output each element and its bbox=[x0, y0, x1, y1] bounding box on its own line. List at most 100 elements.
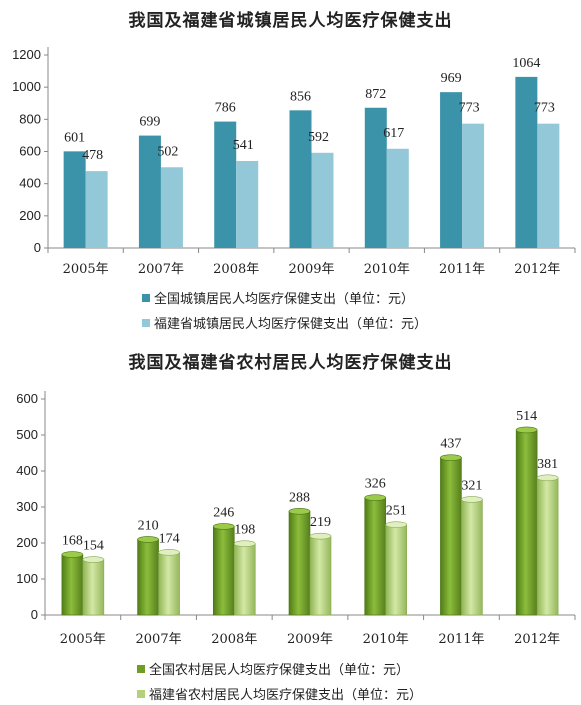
chart1-legend-item-2: 福建省城镇居民人均医疗保健支出（单位：元） bbox=[142, 313, 427, 332]
chart2-ytick-label: 500 bbox=[16, 427, 38, 442]
chart1-bar-s2-3 bbox=[236, 160, 259, 248]
chart2-data-label-s2-4: 219 bbox=[310, 515, 331, 530]
chart2-legend-item-1: 全国农村居民人均医疗保健支出（单位：元） bbox=[137, 659, 409, 678]
chart2-bar-top-s2-6 bbox=[461, 496, 483, 503]
chart2-bar-s2-4 bbox=[309, 535, 332, 616]
chart2-bar-s2-3 bbox=[233, 543, 256, 616]
chart2-data-label-s1-1: 168 bbox=[62, 534, 83, 549]
chart1-data-label-s1-2: 699 bbox=[139, 115, 160, 130]
chart1-plot: 0 200 400 600 800 1000 1200 2005年 2007年 2008年 2009… bbox=[12, 47, 576, 277]
chart2-xtick-label: 2007年 bbox=[136, 632, 182, 647]
chart1-data-label-s2-7: 773 bbox=[534, 101, 555, 116]
chart2-ytick-label: 100 bbox=[16, 571, 38, 586]
chart2-data-label-s2-5: 251 bbox=[386, 504, 407, 519]
chart2-bar-s2-5 bbox=[385, 524, 408, 616]
chart1-xtick-label: 2012年 bbox=[514, 262, 560, 277]
chart1-data-label-s1-6: 969 bbox=[441, 71, 462, 86]
chart2-legend-swatch-1 bbox=[137, 664, 145, 673]
chart2-bar-top-s1-4 bbox=[288, 508, 311, 515]
chart2-bar-top-s1-7 bbox=[515, 426, 538, 434]
chart2-bar-s2-1 bbox=[82, 559, 105, 616]
chart1-bar-s1-2 bbox=[138, 135, 161, 248]
chart2-data-label-s2-1: 154 bbox=[83, 539, 104, 554]
chart2-ytick-label: 600 bbox=[16, 391, 38, 406]
chart1-ytick-label: 600 bbox=[19, 144, 41, 159]
chart1-xtick-label: 2009年 bbox=[288, 262, 334, 277]
chart2-legend-swatch-2 bbox=[137, 689, 145, 698]
chart1-data-label-s1-3: 786 bbox=[215, 101, 236, 116]
chart1-bar-s2-7 bbox=[537, 123, 560, 248]
chart2-bar-s2-7 bbox=[536, 477, 559, 616]
chart2-ytick-label: 400 bbox=[16, 463, 38, 478]
chart2-bar-top-s1-3 bbox=[212, 523, 235, 530]
chart1-data-label-s2-6: 773 bbox=[459, 101, 480, 116]
chart1-ytick-label: 1000 bbox=[12, 79, 41, 94]
chart2-legend-label-1: 全国农村居民人均医疗保健支出（单位：元） bbox=[149, 663, 410, 678]
chart1-data-label-s1-7: 1064 bbox=[512, 56, 540, 71]
chart2-data-label-s2-7: 381 bbox=[537, 457, 558, 472]
chart1-xtick-label: 2010年 bbox=[364, 262, 410, 277]
chart2-xtick-label: 2010年 bbox=[363, 632, 409, 647]
chart1-bar-s2-4 bbox=[311, 152, 334, 248]
chart1-bar-s2-6 bbox=[462, 123, 485, 248]
chart1-ytick-label: 200 bbox=[19, 208, 41, 223]
chart2-bar-s2-6 bbox=[461, 499, 483, 616]
chart2-data-label-s1-7: 514 bbox=[516, 409, 537, 424]
chart2-legend-item-2: 福建省农村居民人均医疗保健支出（单位：元） bbox=[137, 684, 422, 703]
chart1-xtick-label: 2005年 bbox=[63, 262, 109, 277]
chart1-legend-swatch-2 bbox=[142, 318, 150, 327]
chart2-data-label-s1-5: 326 bbox=[365, 477, 386, 492]
chart1-xtick-label: 2007年 bbox=[138, 262, 184, 277]
chart2-ytick-label: 200 bbox=[16, 535, 38, 550]
chart2-bar-s1-1 bbox=[61, 554, 84, 616]
chart2-data-label-s2-2: 174 bbox=[159, 531, 180, 546]
chart2-bar-s2-2 bbox=[158, 552, 180, 616]
chart2-bar-s1-5 bbox=[364, 497, 387, 616]
chart2-data-label-s1-6: 437 bbox=[440, 437, 461, 452]
chart1-bar-s2-2 bbox=[160, 167, 183, 248]
chart2-bar-s1-2 bbox=[137, 539, 159, 616]
chart2-bar-s1-7 bbox=[515, 429, 538, 616]
chart2-xtick-label: 2012年 bbox=[514, 632, 560, 647]
chart2-bar-s1-3 bbox=[212, 526, 235, 616]
chart2-bar-top-s1-5 bbox=[364, 494, 387, 501]
chart1-data-label-s2-5: 617 bbox=[383, 126, 404, 141]
chart1-ytick-label: 0 bbox=[34, 240, 41, 255]
chart1-legend-item-1: 全国城镇居民人均医疗保健支出（单位：元） bbox=[142, 288, 414, 307]
chart1-data-label-s2-3: 541 bbox=[233, 138, 254, 153]
chart1-xtick-label: 2008年 bbox=[213, 262, 259, 277]
chart2-data-label-s1-4: 288 bbox=[289, 490, 310, 505]
chart1-ytick-label: 1200 bbox=[12, 47, 41, 62]
chart1-bar-s1-7 bbox=[515, 76, 538, 248]
chart2-bar-top-s1-2 bbox=[137, 536, 159, 543]
chart2-ytick-label: 300 bbox=[16, 499, 38, 514]
chart2-bar-top-s2-3 bbox=[233, 540, 256, 548]
chart1-bar-s2-1 bbox=[85, 171, 108, 248]
chart1-ytick-label: 800 bbox=[19, 111, 41, 126]
chart2-xtick-label: 2011年 bbox=[438, 632, 484, 647]
chart1-ytick-label: 400 bbox=[19, 176, 41, 191]
chart1-legend-label-1: 全国城镇居民人均医疗保健支出（单位：元） bbox=[154, 292, 415, 307]
chart1-legend-swatch-1 bbox=[142, 293, 150, 302]
chart2-bar-s1-6 bbox=[440, 457, 462, 616]
chart2-bar-top-s1-6 bbox=[440, 454, 462, 461]
chart2-bar-s1-4 bbox=[288, 511, 311, 616]
chart1-data-label-s2-1: 478 bbox=[82, 148, 103, 163]
chart2-bar-top-s2-7 bbox=[536, 474, 559, 482]
chart1-title: 我国及福建省城镇居民人均医疗保健支出 bbox=[128, 11, 453, 31]
chart1-bar-s1-3 bbox=[214, 121, 237, 248]
chart2-bar-top-s2-1 bbox=[82, 556, 105, 563]
chart1-bar-s1-1 bbox=[63, 151, 86, 248]
chart2-data-label-s2-3: 198 bbox=[234, 523, 255, 538]
chart2-bar-top-s2-5 bbox=[385, 521, 408, 528]
chart2-data-label-s1-2: 210 bbox=[138, 518, 159, 533]
chart1-data-label-s1-1: 601 bbox=[64, 130, 85, 145]
chart2-xtick-label: 2008年 bbox=[211, 632, 257, 647]
chart2-bar-top-s2-4 bbox=[309, 532, 332, 540]
chart2-data-label-s1-3: 246 bbox=[213, 505, 234, 520]
chart1-data-label-s2-4: 592 bbox=[308, 130, 329, 145]
chart1-legend-label-2: 福建省城镇居民人均医疗保健支出（单位：元） bbox=[154, 317, 428, 332]
chart2-title: 我国及福建省农村居民人均医疗保健支出 bbox=[128, 353, 453, 373]
chart1-bar-s1-6 bbox=[440, 92, 463, 248]
